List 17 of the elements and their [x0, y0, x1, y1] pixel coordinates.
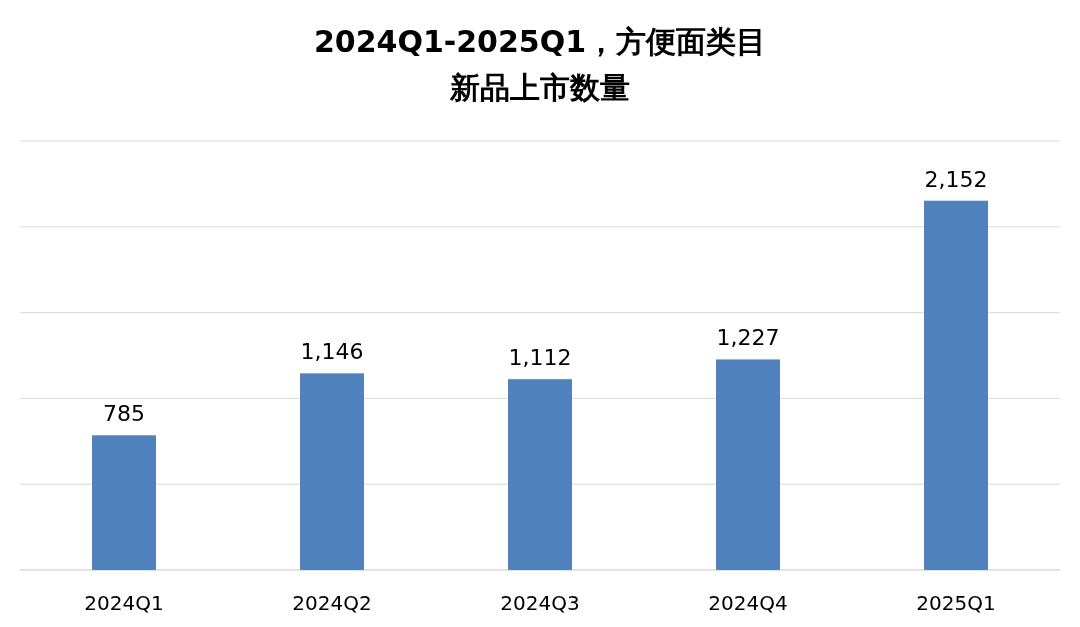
bar [92, 435, 156, 570]
bar [924, 200, 988, 570]
data-label: 1,227 [716, 325, 780, 351]
data-label: 1,112 [508, 345, 572, 371]
data-label: 1,146 [300, 339, 364, 365]
x-tick-label: 2024Q4 [708, 591, 788, 615]
bar [300, 373, 364, 570]
data-label: 2,152 [924, 166, 988, 192]
data-label: 785 [103, 401, 145, 427]
bar [508, 379, 572, 570]
x-tick-label: 2025Q1 [916, 591, 996, 615]
x-tick-label: 2024Q1 [84, 591, 164, 615]
chart-subtitle: 新品上市数量 [449, 70, 630, 105]
chart-title: 2024Q1-2025Q1，方便面类目 [313, 24, 767, 59]
x-tick-label: 2024Q3 [500, 591, 580, 615]
bar [716, 359, 780, 570]
x-tick-label: 2024Q2 [292, 591, 372, 615]
